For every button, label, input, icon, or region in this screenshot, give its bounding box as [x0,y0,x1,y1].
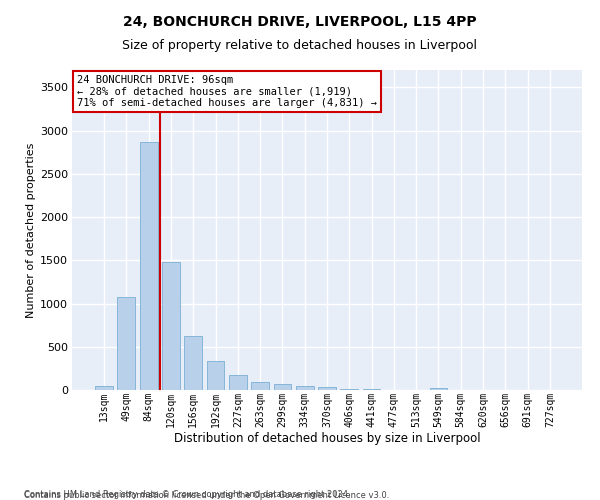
Bar [229,375,247,390]
Text: 24 BONCHURCH DRIVE: 96sqm
← 28% of detached houses are smaller (1,919)
71% of se: 24 BONCHURCH DRIVE: 96sqm ← 28% of detac… [77,75,377,108]
Bar [206,360,224,390]
Text: Size of property relative to detached houses in Liverpool: Size of property relative to detached ho… [122,38,478,52]
Bar [362,389,380,390]
Bar [430,388,448,390]
Y-axis label: Number of detached properties: Number of detached properties [26,142,35,318]
Text: Contains HM Land Registry data © Crown copyright and database right 2024.: Contains HM Land Registry data © Crown c… [24,490,350,499]
Text: Contains public sector information licensed under the Open Government Licence v3: Contains public sector information licen… [24,491,389,500]
Bar [162,262,180,390]
Bar [118,296,136,390]
Bar [251,382,269,390]
Bar [95,386,113,390]
Bar [140,142,158,390]
Bar [274,384,292,390]
X-axis label: Distribution of detached houses by size in Liverpool: Distribution of detached houses by size … [173,432,481,445]
Bar [296,386,314,390]
Bar [184,336,202,390]
Bar [318,387,336,390]
Text: 24, BONCHURCH DRIVE, LIVERPOOL, L15 4PP: 24, BONCHURCH DRIVE, LIVERPOOL, L15 4PP [123,15,477,29]
Bar [340,389,358,390]
